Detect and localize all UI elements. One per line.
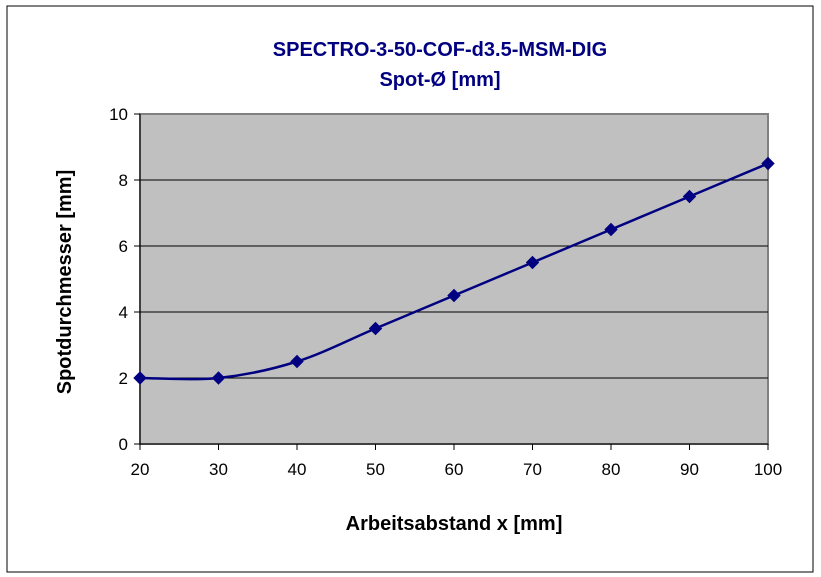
data-point-2 [290, 354, 304, 369]
data-point-1 [211, 371, 226, 385]
chart-subtitle: Spot-Ø [mm] [379, 69, 500, 91]
data-point-7 [682, 189, 697, 204]
y-tick-labels: 0 2 4 6 8 10 [109, 105, 128, 454]
data-point-3 [368, 321, 383, 336]
data-point-5 [525, 255, 540, 270]
x-tick-label-5: 70 [523, 460, 542, 479]
x-axis-label: Arbeitsabstand x [mm] [346, 513, 563, 535]
x-tick-label-6: 80 [602, 460, 621, 479]
x-tick-label-2: 40 [288, 460, 307, 479]
y-tick-label-4: 8 [119, 171, 128, 190]
y-tick-label-2: 4 [119, 303, 128, 322]
data-point-6 [604, 222, 618, 237]
x-tick-label-1: 30 [209, 460, 228, 479]
data-point-4 [447, 288, 461, 303]
gridlines [140, 179, 768, 379]
x-tick-label-4: 60 [445, 460, 464, 479]
axes [134, 113, 769, 450]
data-point-8 [761, 156, 775, 171]
x-tick-label-0: 20 [131, 460, 150, 479]
series-group [133, 156, 775, 385]
data-point-0 [133, 371, 147, 385]
y-axis-label: Spotdurchmesser [mm] [54, 170, 76, 395]
y-tick-label-3: 6 [119, 237, 128, 256]
y-tick-label-5: 10 [109, 105, 128, 124]
x-tick-labels: 20 30 40 50 60 70 80 90 100 [131, 460, 783, 479]
y-tick-label-0: 0 [119, 435, 128, 454]
x-tick-label-7: 90 [680, 460, 699, 479]
x-tick-label-8: 100 [754, 460, 782, 479]
chart-title: SPECTRO-3-50-COF-d3.5-MSM-DIG [273, 39, 607, 61]
y-tick-label-1: 2 [119, 369, 128, 388]
plot-area [139, 113, 769, 445]
x-tick-label-3: 50 [366, 460, 385, 479]
